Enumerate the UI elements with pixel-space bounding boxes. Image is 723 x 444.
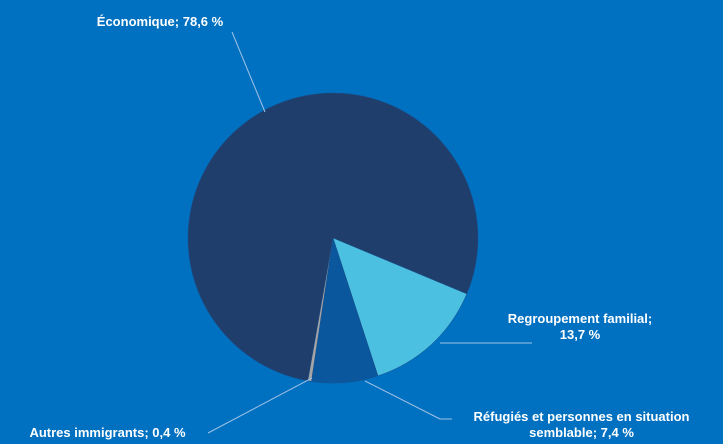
pie-slice <box>307 237 334 382</box>
data-label: Autres immigrants; 0,4 % <box>29 425 186 440</box>
leader-line <box>207 377 313 434</box>
leader-line <box>231 31 266 113</box>
leader-line <box>364 380 441 420</box>
data-label: Économique; 78,6 % <box>96 14 224 29</box>
data-label: Regroupement familial; 13,7 % <box>507 311 653 342</box>
pie-slice <box>332 237 468 377</box>
data-label: Réfugiés et personnes en situation sembl… <box>473 409 690 440</box>
pie-slice <box>187 92 479 382</box>
